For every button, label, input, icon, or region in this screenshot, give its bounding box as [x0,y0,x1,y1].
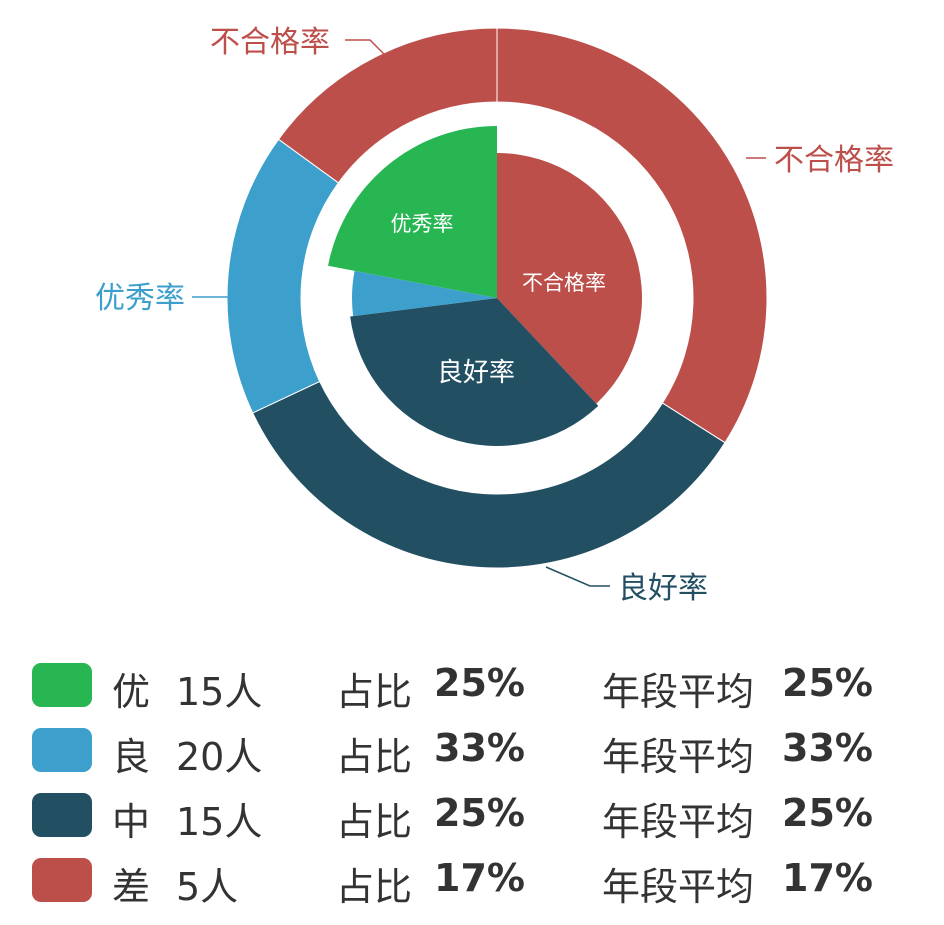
legend-share-label: 占比 [336,670,413,714]
leader-line [545,566,610,587]
inner-slice-label: 优秀率 [391,212,454,236]
legend-row-good: 良 20人 占比 33% 年段平均 33% [0,720,944,780]
legend-swatch [32,663,92,707]
legend-count: 15人 [176,670,263,714]
legend-row-poor: 差 5人 占比 17% 年段平均 17% [0,850,944,910]
legend-count: 20人 [176,735,263,779]
legend-avg-label: 年段平均 [602,670,755,714]
legend-grade: 差 [112,865,151,909]
outer-slice-label: 良好率 [618,571,708,606]
legend-avg-label: 年段平均 [602,865,755,909]
inner-slice-label: 不合格率 [522,271,606,295]
legend-grade: 优 [112,670,151,714]
outer-slice [496,27,768,444]
inner-pie [328,126,643,446]
legend-avg: 33% [782,726,873,770]
legend-avg-label: 年段平均 [602,800,755,844]
legend-share-label: 占比 [336,865,413,909]
legend-count: 5人 [176,865,239,909]
legend-avg: 25% [782,661,873,705]
legend-count: 15人 [176,800,263,844]
legend-avg: 25% [782,791,873,835]
legend-avg: 17% [782,856,873,900]
legend-swatch [32,858,92,902]
legend-grade: 良 [112,735,151,779]
legend-row-excellent: 优 15人 占比 25% 年段平均 25% [0,655,944,715]
legend-swatch [32,793,92,837]
inner-slice-label: 良好率 [437,358,515,388]
outer-slice [277,27,498,184]
inner-slice [328,126,497,298]
legend-share: 17% [434,856,525,900]
inner-slice [350,298,599,446]
outer-slice-label: 不合格率 [774,143,894,178]
legend-grade: 中 [112,800,151,844]
inner-slice [497,153,643,404]
legend-share: 33% [434,726,525,770]
outer-slice-label: 不合格率 [210,25,330,60]
legend-row-medium: 中 15人 占比 25% 年段平均 25% [0,785,944,845]
legend-share: 25% [434,791,525,835]
legend-swatch [32,728,92,772]
legend-share-label: 占比 [336,800,413,844]
outer-ring [226,27,768,569]
leader-line [345,39,389,59]
inner-slice [352,270,497,317]
outer-slice [226,138,340,414]
outer-slice [252,380,726,569]
outer-slice-label: 优秀率 [95,281,185,316]
legend-avg-label: 年段平均 [602,735,755,779]
legend-share-label: 占比 [336,735,413,779]
legend-share: 25% [434,661,525,705]
